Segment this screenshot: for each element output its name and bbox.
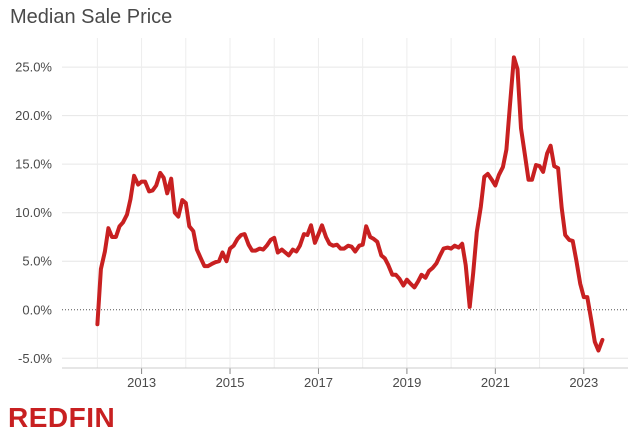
x-tick-label: 2015 bbox=[216, 375, 245, 390]
chart-title: Median Sale Price bbox=[10, 6, 173, 28]
x-tick-label: 2019 bbox=[392, 375, 421, 390]
x-tick-label: 2017 bbox=[304, 375, 333, 390]
x-axis-tick-labels: 2013 2015 2017 2019 2021 2023 bbox=[127, 375, 598, 390]
grid-lines bbox=[62, 38, 628, 368]
y-tick-label: 5.0% bbox=[22, 254, 52, 269]
y-tick-label: -5.0% bbox=[18, 351, 52, 366]
x-tick-label: 2013 bbox=[127, 375, 156, 390]
y-tick-label: 0.0% bbox=[22, 302, 52, 317]
y-tick-label: 25.0% bbox=[15, 60, 52, 75]
y-tick-label: 20.0% bbox=[15, 108, 52, 123]
series-layer bbox=[95, 55, 605, 353]
y-tick-label: 10.0% bbox=[15, 205, 52, 220]
y-axis-tick-labels: -5.0% 0.0% 5.0% 10.0% 15.0% 20.0% 25.0% bbox=[15, 60, 52, 366]
y-tick-label: 15.0% bbox=[15, 157, 52, 172]
axis bbox=[62, 367, 628, 374]
series-line bbox=[95, 55, 605, 353]
redfin-logo: REDFIN bbox=[8, 402, 116, 433]
x-tick-label: 2021 bbox=[481, 375, 510, 390]
x-tick-label: 2023 bbox=[569, 375, 598, 390]
